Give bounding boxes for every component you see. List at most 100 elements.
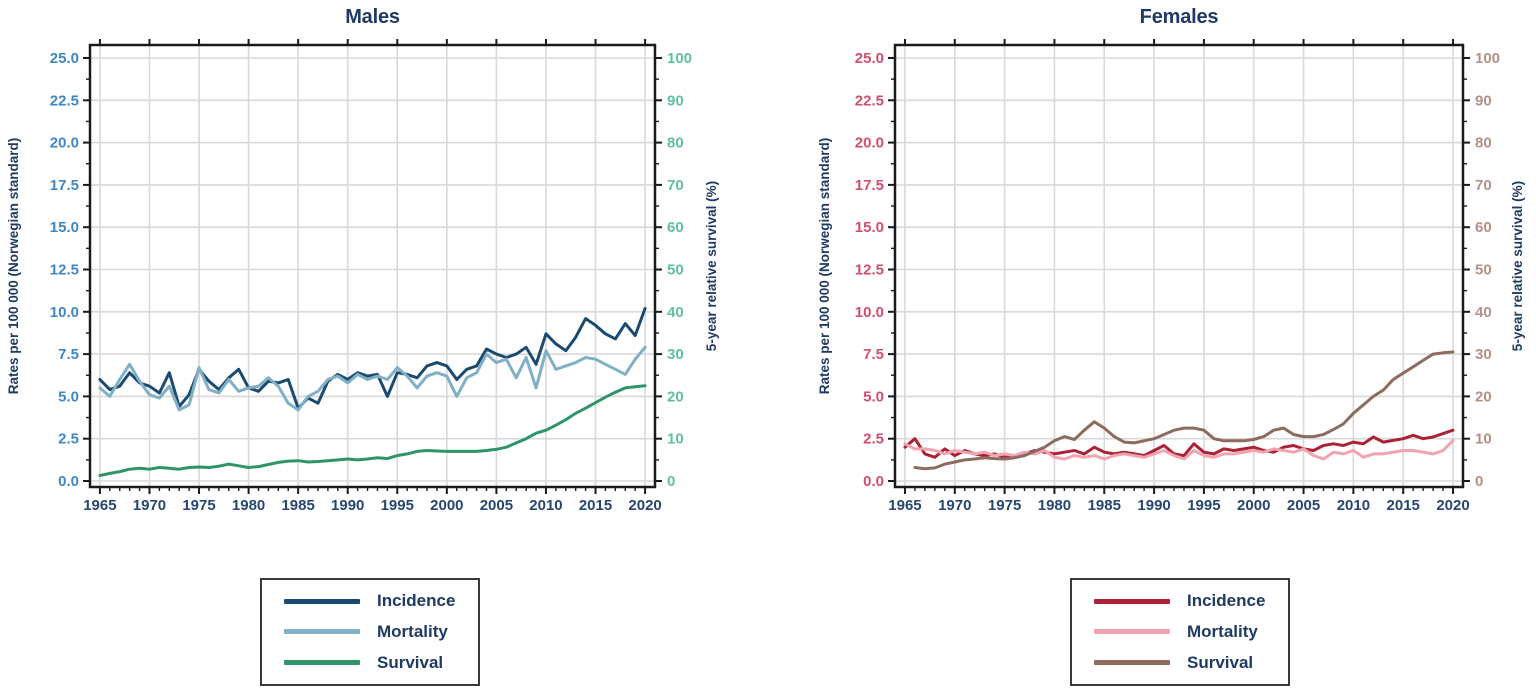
males-incidence-line [98,306,647,410]
males-chart-title: Males [345,6,400,28]
left-tick-label: 0.0 [58,473,79,490]
minor-ticks [86,78,659,491]
females-survival-line [913,350,1455,471]
left-tick-label: 20.0 [855,135,884,152]
mortality-line-swatch [284,629,360,635]
left-tick-label: 17.5 [50,177,79,194]
mortality-legend-label: Mortality [377,621,448,641]
left-tick-label: 7.5 [58,346,79,363]
axis-spines [893,43,1465,489]
right-tick-label: 0 [1475,473,1483,490]
x-tick-label: 1975 [182,497,215,514]
incidence-legend-label: Incidence [377,591,456,611]
minor-ticks [891,78,1467,491]
tick-labels: 1965 1970 1975 1980 1985 1990 1995 2000 2005 2010… [855,50,1500,514]
left-tick-label: 7.5 [863,346,884,363]
survival-legend-label: Survival [377,652,444,672]
left-tick-label: 22.5 [50,92,79,109]
x-tick-label: 2000 [1237,497,1270,514]
x-tick-label: 2005 [1287,497,1320,514]
x-tick-label: 2010 [1337,497,1370,514]
tick-labels: 1965 1970 1975 1980 1985 1990 1995 2000 2005 2010… [50,50,692,514]
left-tick-label: 25.0 [855,50,884,67]
right-tick-label: 90 [667,92,684,109]
right-tick-label: 10 [1475,431,1492,448]
x-tick-label: 1965 [888,497,921,514]
x-tick-label: 1975 [988,497,1021,514]
females-chart-title: Females [1139,6,1219,28]
females-legend-item-incidence: Incidence [1094,591,1288,611]
females-legend: Incidence Mortality Survival [1070,578,1290,686]
right-tick-label: 40 [1475,304,1492,321]
right-tick-label: 0 [667,473,675,490]
axis-spines [88,43,657,489]
left-tick-label: 2.5 [58,431,79,448]
x-tick-label: 2015 [579,497,612,514]
left-tick-label: 0.0 [863,473,884,490]
males-right-axis-title: 5-year relative survival (%) [704,180,719,352]
males-legend-item-incidence: Incidence [284,591,478,611]
females-right-axis-title: 5-year relative survival (%) [1510,180,1525,352]
survival-line-swatch [1094,660,1170,666]
x-tick-label: 1965 [83,497,116,514]
plot-background [90,45,655,487]
females-left-axis-title: Rates per 100 000 (Norwegian standard) [817,137,832,395]
males-survival-line [98,384,647,477]
right-tick-label: 100 [667,50,692,67]
females-plot-area: 1965 1970 1975 1980 1985 1990 1995 2000 2005 2010… [855,39,1500,514]
x-tick-label: 2005 [480,497,513,514]
x-tick-label: 1995 [381,497,414,514]
x-tick-label: 2010 [529,497,562,514]
right-tick-label: 20 [667,388,684,405]
right-tick-label: 20 [1475,388,1492,405]
x-tick-label: 1990 [331,497,364,514]
gridlines [90,45,655,487]
right-tick-label: 70 [667,177,684,194]
left-tick-label: 25.0 [50,50,79,67]
left-tick-label: 15.0 [855,219,884,236]
x-tick-label: 2000 [430,497,463,514]
left-tick-label: 10.0 [855,304,884,321]
left-tick-label: 12.5 [855,262,884,279]
right-tick-label: 30 [667,346,684,363]
males-panel: 1965 1970 1975 1980 1985 1990 1995 2000 2005 2010… [6,6,719,686]
right-tick-label: 90 [1475,92,1492,109]
right-tick-label: 50 [667,262,684,279]
incidence-line-swatch [1094,598,1170,604]
incidence-legend-label: Incidence [1187,591,1266,611]
males-left-axis-title: Rates per 100 000 (Norwegian standard) [6,137,21,395]
survival-line-swatch [284,660,360,666]
survival-legend-label: Survival [1187,652,1254,672]
x-tick-label: 1980 [1038,497,1071,514]
left-tick-label: 20.0 [50,135,79,152]
left-tick-label: 12.5 [50,262,79,279]
females-legend-item-mortality: Mortality [1094,622,1288,642]
left-tick-label: 10.0 [50,304,79,321]
right-tick-label: 10 [667,431,684,448]
major-ticks [83,39,662,494]
x-tick-label: 2015 [1387,497,1420,514]
x-tick-label: 1980 [232,497,265,514]
mortality-legend-label: Mortality [1187,621,1258,641]
x-tick-label: 1970 [938,497,971,514]
x-tick-label: 1990 [1137,497,1170,514]
right-tick-label: 30 [1475,346,1492,363]
males-mortality-line [98,345,647,412]
x-tick-label: 1985 [281,497,314,514]
x-tick-label: 1970 [133,497,166,514]
males-plot-area: 1965 1970 1975 1980 1985 1990 1995 2000 2005 2010… [50,39,692,514]
females-mortality-line [903,438,1455,461]
x-tick-label: 2020 [1436,497,1469,514]
right-tick-label: 70 [1475,177,1492,194]
right-tick-label: 80 [667,135,684,152]
left-tick-label: 15.0 [50,219,79,236]
left-tick-label: 17.5 [855,177,884,194]
right-tick-label: 60 [667,219,684,236]
major-ticks [888,39,1470,494]
males-legend-item-survival: Survival [284,653,478,673]
males-legend-item-mortality: Mortality [284,622,478,642]
right-tick-label: 40 [667,304,684,321]
incidence-line-swatch [284,598,360,604]
x-tick-label: 1995 [1187,497,1220,514]
